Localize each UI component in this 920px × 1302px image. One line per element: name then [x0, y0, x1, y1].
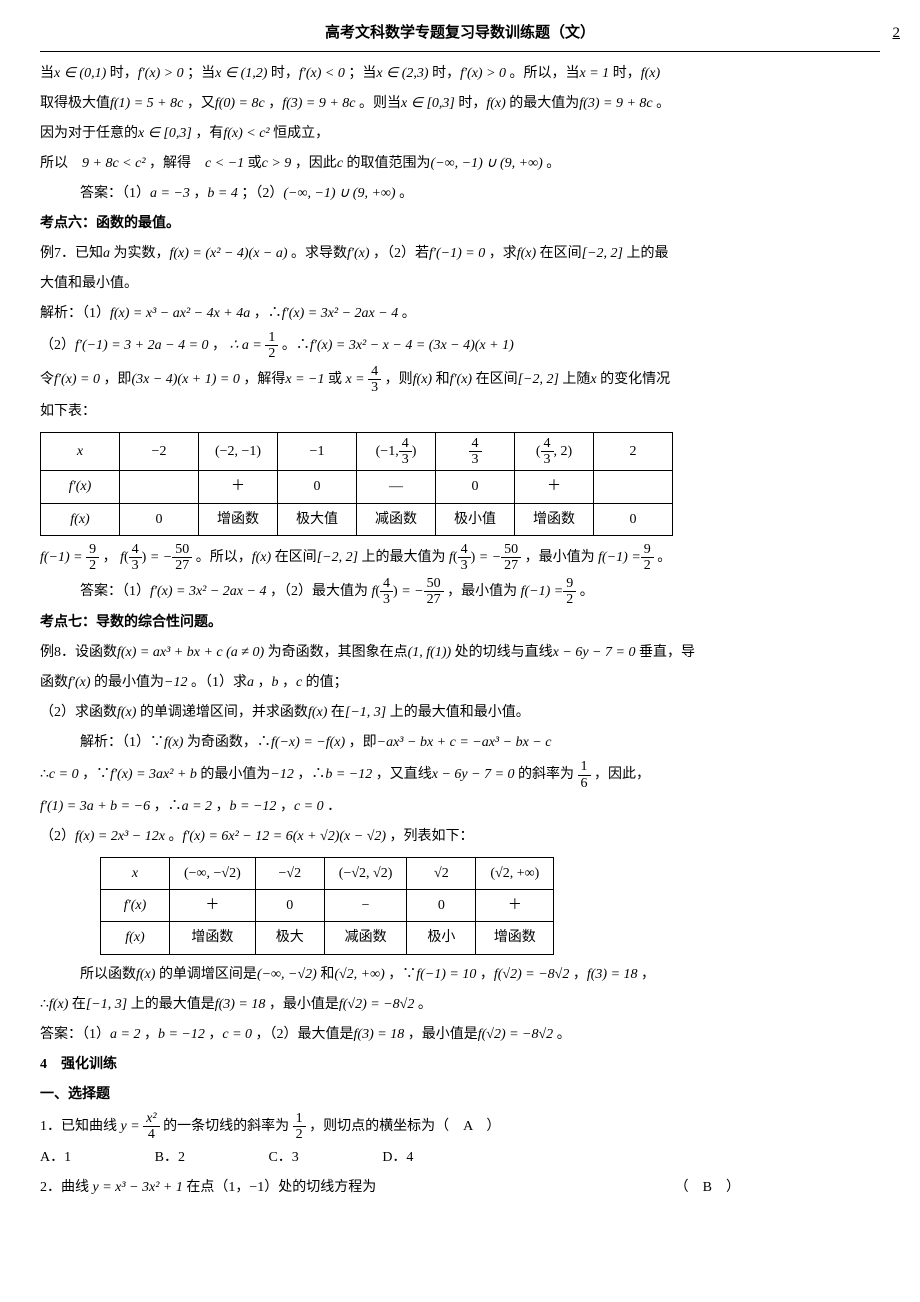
para-ex7-sol1: 解析：（1）f(x) = x³ − ax² − 4x + 4a ，∴f′(x) … [40, 300, 880, 328]
para-ex7-sol2: （2）f′(−1) = 3 + 2a − 4 = 0 ， ∴ a = 12 。∴… [40, 330, 880, 362]
table-2: x(−∞, −√2)−√2(−√2, √2)√2(√2, +∞) f′(x)＋0… [100, 857, 554, 955]
para-2: 取得极大值f(1) = 5 + 8c ，又f(0) = 8c ，f(3) = 9… [40, 90, 880, 118]
heading-7: 考点七：导数的综合性问题。 [40, 609, 880, 637]
para-ex8-3: （2）求函数f(x) 的单调递增区间，并求函数f(x) 在[−1, 3] 上的最… [40, 699, 880, 727]
header-title: 高考文科数学专题复习导数训练题（文） [325, 25, 595, 41]
choice-b: B．2 [155, 1144, 185, 1172]
table-row: f(x)0增函数极大值减函数极小值增函数0 [41, 503, 673, 535]
heading-6: 考点六：函数的最值。 [40, 210, 880, 238]
para-ex7-sol3: 令f′(x) = 0 ，即(3x − 4)(x + 1) = 0 ，解得x = … [40, 364, 880, 396]
choice-c: C．3 [268, 1144, 298, 1172]
para-ex7-values: f(−1) = 92 ， f(43) = −5027 。所以，f(x) 在区间[… [40, 542, 880, 574]
page-number: 2 [893, 20, 901, 47]
para-ex7-sol4: 如下表： [40, 398, 880, 426]
para-ex8-sol6: ∴f(x) 在[−1, 3] 上的最大值是f(3) = 18 ，最小值是f(√2… [40, 991, 880, 1019]
heading-8: 4 强化训练 [40, 1051, 880, 1079]
para-ex8-1: 例8．设函数f(x) = ax³ + bx + c (a ≠ 0) 为奇函数，其… [40, 639, 880, 667]
para-ex8-2: 函数f′(x) 的最小值为−12 。（1）求a ，b ，c 的值； [40, 669, 880, 697]
para-ex8-sol3: f′(1) = 3a + b = −6 ，∴a = 2 ，b = −12 ，c … [40, 793, 880, 821]
para-1: 当x ∈ (0,1) 时，f′(x) > 0 ；当x ∈ (1,2) 时，f′(… [40, 60, 880, 88]
para-answer-1: 答案：（1）a = −3 ，b = 4 ；（2）(−∞, −1) ∪ (9, +… [40, 180, 880, 208]
question-1: 1．已知曲线 y = x²4 的一条切线的斜率为 12 ，则切点的横坐标为（ A… [40, 1111, 880, 1143]
para-ex7-1: 例7．已知a 为实数，f(x) = (x² − 4)(x − a) 。求导数f′… [40, 240, 880, 268]
table-row: f(x)增函数极大减函数极小增函数 [101, 922, 554, 954]
header-divider [40, 51, 880, 52]
heading-9: 一、选择题 [40, 1081, 880, 1109]
para-ex8-sol2: ∴c = 0 ，∵f′(x) = 3ax² + b 的最小值为−12 ，∴b =… [40, 759, 880, 791]
page-header: 高考文科数学专题复习导数训练题（文） 2 [40, 20, 880, 47]
table-row: x(−∞, −√2)−√2(−√2, √2)√2(√2, +∞) [101, 858, 554, 890]
para-ex7-answer: 答案：（1）f′(x) = 3x² − 2ax − 4 ，（2）最大值为 f(4… [40, 576, 880, 608]
para-4: 所以 9 + 8c < c² ，解得 c < −1 或c > 9 ，因此c 的取… [40, 150, 880, 178]
para-ex8-sol1: 解析：（1）∵f(x) 为奇函数，∴f(−x) = −f(x) ，即−ax³ −… [40, 729, 880, 757]
para-ex8-sol4: （2）f(x) = 2x³ − 12x 。f′(x) = 6x² − 12 = … [40, 823, 880, 851]
choice-a: A．1 [40, 1144, 71, 1172]
table-row: f′(x)＋0—0＋ [41, 471, 673, 503]
para-ex8-sol5: 所以函数f(x) 的单调增区间是(−∞, −√2) 和(√2, +∞) ，∵f(… [40, 961, 880, 989]
para-ex8-answer: 答案：（1）a = 2 ，b = −12 ，c = 0 ，（2）最大值是f(3)… [40, 1021, 880, 1049]
question-2: 2．曲线 y = x³ − 3x² + 1 在点（1，−1）处的切线方程为 （ … [40, 1174, 880, 1202]
table-1: x −2 (−2, −1) −1 (−1,43) 43 (43, 2) 2 f′… [40, 432, 673, 536]
choice-d: D．4 [382, 1144, 413, 1172]
para-ex7-2: 大值和最小值。 [40, 270, 880, 298]
table-row: x −2 (−2, −1) −1 (−1,43) 43 (43, 2) 2 [41, 432, 673, 471]
table-row: f′(x)＋0−0＋ [101, 890, 554, 922]
para-3: 因为对于任意的x ∈ [0,3] ，有f(x) < c² 恒成立， [40, 120, 880, 148]
question-1-choices: A．1 B．2 C．3 D．4 [40, 1144, 880, 1172]
